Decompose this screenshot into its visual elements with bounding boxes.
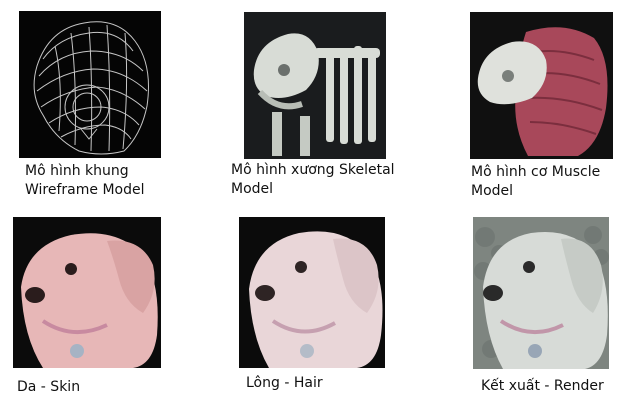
caption-muscle-line1: Mô hình cơ Muscle (471, 164, 601, 180)
caption-skeletal-line1: Mô hình xương Skeletal (231, 162, 395, 178)
caption-skeletal: Mô hình xương Skeletal Model (231, 161, 395, 199)
caption-wireframe-line2: Wireframe Model (25, 182, 145, 198)
skeleton-dog-illustration (244, 12, 386, 159)
muscle-model-image (470, 12, 613, 159)
caption-render: Kết xuất - Render (481, 377, 604, 396)
caption-muscle-line2: Model (471, 183, 514, 199)
skin-image (13, 217, 161, 368)
skeletal-model-image (244, 12, 386, 159)
wireframe-model-image (19, 11, 161, 158)
caption-render-line1: Kết xuất - Render (481, 378, 604, 394)
hair-dog-illustration (239, 217, 385, 368)
caption-skin-line1: Da - Skin (17, 379, 81, 395)
caption-wireframe: Mô hình khung Wireframe Model (25, 162, 145, 200)
hair-image (239, 217, 385, 368)
skin-dog-illustration (13, 217, 161, 368)
render-dog-illustration (473, 217, 609, 369)
render-image (473, 217, 609, 369)
caption-muscle: Mô hình cơ Muscle Model (471, 163, 600, 201)
caption-hair-line1: Lông - Hair (246, 375, 323, 391)
wireframe-dog-illustration (19, 11, 161, 158)
muscle-dog-illustration (470, 12, 613, 159)
caption-skin: Da - Skin (17, 378, 80, 397)
caption-skeletal-line2: Model (231, 181, 274, 197)
caption-hair: Lông - Hair (246, 374, 323, 393)
caption-wireframe-line1: Mô hình khung (25, 163, 129, 179)
